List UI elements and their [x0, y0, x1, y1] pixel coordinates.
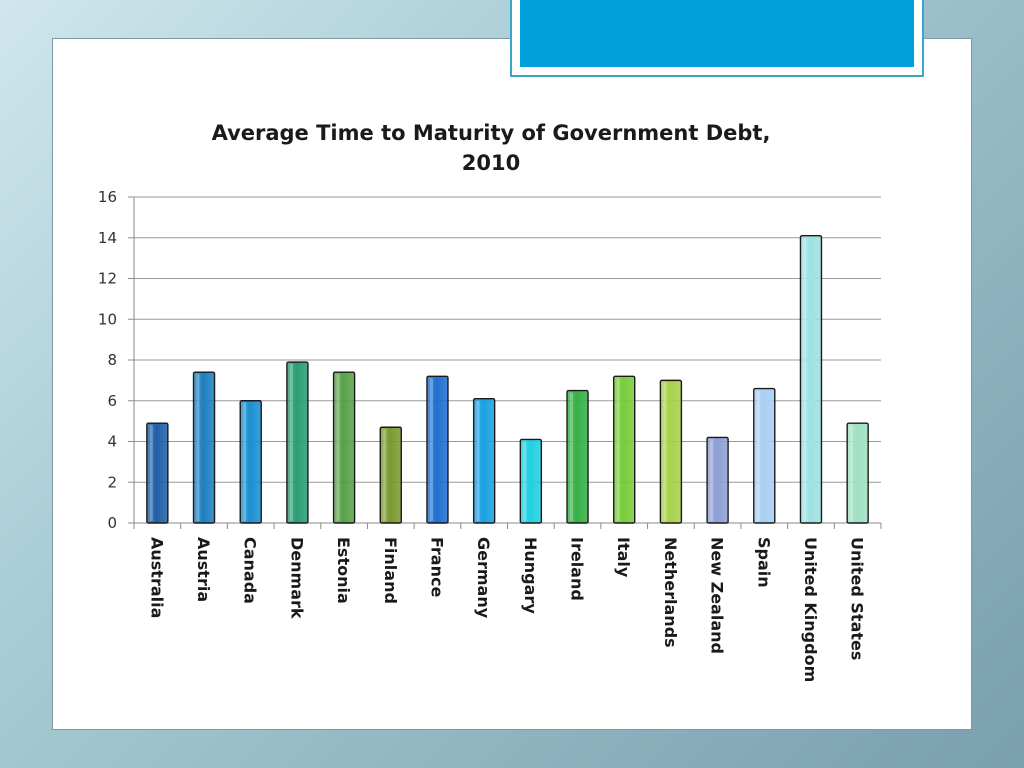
bar-germany — [472, 398, 496, 524]
bar-highlight — [243, 402, 247, 521]
y-tick-label: 6 — [107, 392, 117, 410]
x-tick-label: France — [427, 537, 446, 597]
bar-highlight — [429, 378, 433, 521]
bar-highlight — [476, 400, 480, 521]
slide-title-fill — [520, 0, 914, 67]
bar-highlight — [289, 364, 293, 521]
bar-highlight — [850, 425, 854, 521]
x-tick-label: Hungary — [521, 537, 540, 614]
y-tick-label: 8 — [107, 351, 117, 369]
bar-united-states — [846, 422, 869, 524]
bar-spain — [753, 387, 776, 524]
bar-new-zealand — [706, 436, 729, 524]
bar-highlight — [383, 429, 387, 521]
bar-ireland — [566, 389, 589, 524]
x-tick-label: Italy — [614, 537, 633, 578]
bar-australia — [146, 422, 169, 524]
x-tick-label: Estonia — [334, 537, 353, 604]
bar-highlight — [523, 441, 527, 521]
x-tick-label: United States — [848, 537, 867, 660]
x-tick-label: Austria — [194, 537, 213, 602]
x-tick-label: Australia — [147, 537, 166, 618]
y-tick-label: 2 — [107, 473, 117, 491]
y-tick-label: 12 — [98, 270, 117, 288]
y-axis: 0 2 4 6 8 10 12 14 16 — [98, 188, 135, 532]
y-tick-label: 14 — [98, 229, 117, 247]
bar-canada — [239, 400, 262, 524]
slide-title-placeholder — [510, 0, 924, 77]
bar-netherlands — [659, 379, 683, 524]
bar-highlight — [570, 392, 574, 521]
x-tick-label: Germany — [474, 537, 493, 619]
x-tick-label: Netherlands — [661, 537, 680, 648]
bar-austria — [192, 371, 216, 524]
x-tick-label: Ireland — [568, 537, 587, 601]
bar-estonia — [332, 371, 356, 524]
bar-hungary — [519, 438, 543, 524]
y-tick-label: 16 — [98, 188, 117, 206]
x-axis: Australia Austria Canada Denmark Estonia Finl… — [133, 523, 882, 682]
bar-denmark — [286, 361, 309, 524]
bar-highlight — [803, 237, 807, 521]
bar-france — [426, 375, 449, 524]
bar-highlight — [756, 390, 760, 521]
x-tick-label: Spain — [754, 537, 773, 588]
x-tick-label: New Zealand — [708, 537, 727, 654]
x-tick-label: United Kingdom — [801, 537, 820, 682]
bar-highlight — [196, 374, 200, 521]
bar-highlight — [710, 439, 714, 521]
bar-highlight — [663, 382, 667, 521]
chart-title-line-2: 2010 — [462, 151, 520, 175]
bar-united-kingdom — [799, 235, 823, 524]
bars — [146, 235, 869, 524]
x-tick-label: Finland — [381, 537, 400, 604]
chart-title-line-1: Average Time to Maturity of Government D… — [212, 121, 771, 145]
bar-finland — [379, 426, 402, 524]
bar-highlight — [616, 378, 620, 521]
y-tick-label: 10 — [98, 310, 117, 328]
y-tick-label: 0 — [107, 514, 117, 532]
y-tick-label: 4 — [107, 433, 117, 451]
bar-highlight — [149, 425, 153, 521]
x-tick-label: Denmark — [287, 537, 306, 619]
bar-italy — [613, 375, 636, 524]
x-tick-label: Canada — [241, 537, 260, 604]
bar-highlight — [336, 374, 340, 521]
